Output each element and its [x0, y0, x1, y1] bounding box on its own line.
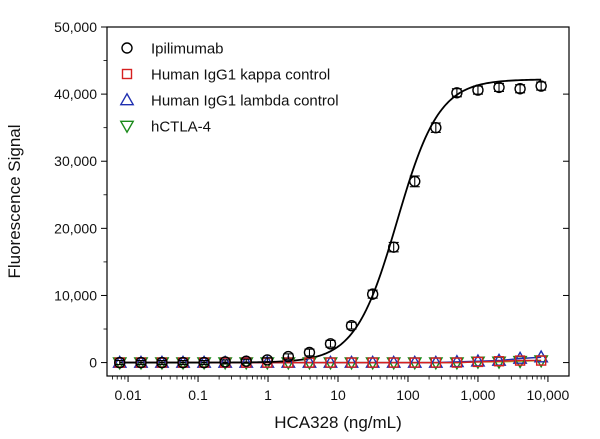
data-point-circle [409, 175, 421, 188]
legend-marker-triangle-down [119, 120, 135, 134]
x-tick-label: 100 [396, 387, 420, 403]
data-point-circle [261, 354, 274, 366]
fit-curve-0 [119, 78, 542, 364]
data-point-square [325, 357, 336, 368]
data-point-circle [198, 356, 210, 369]
x-axis: 0.01 0.1 1 10 100 1,000 10,000 [112, 376, 570, 403]
data-point-circle [535, 80, 547, 92]
data-point-circle [366, 288, 379, 300]
data-point-square [388, 357, 399, 368]
data-point-triangle-up [512, 350, 528, 364]
data-point-circle [345, 319, 358, 332]
y-tick-label: 20,000 [54, 220, 97, 236]
data-point-circle [114, 356, 126, 369]
legend-marker-triangle-up [119, 92, 135, 106]
x-tick-label: 0.1 [188, 387, 208, 403]
data-point-square [535, 355, 547, 366]
x-tick-label: 10,000 [527, 387, 570, 403]
data-point-circle [451, 87, 463, 99]
data-point-circle [493, 81, 505, 94]
y-tick-label: 50,000 [54, 19, 97, 35]
legend-marker-circle [121, 42, 133, 54]
y-axis-title: Fluorescence Signal [5, 124, 24, 278]
legend-label: Ipilimumab [151, 41, 224, 58]
data-point-circle [430, 121, 442, 134]
y-tick-label: 30,000 [54, 153, 97, 169]
legend-label: Human IgG1 kappa control [151, 67, 330, 84]
data-point-circle [240, 355, 252, 367]
plot-marks [112, 78, 549, 371]
data-point-circle [303, 346, 316, 359]
data-point-square [472, 356, 484, 368]
y-tick-label: 0 [89, 355, 97, 371]
data-point-circle [135, 356, 147, 369]
data-point-circle [177, 356, 189, 369]
legend-label: Human IgG1 lambda control [151, 93, 339, 110]
data-point-circle [324, 338, 337, 350]
data-point-circle [514, 83, 526, 95]
x-axis-title: HCA328 (ng/mL) [274, 413, 402, 432]
data-point-circle [387, 241, 400, 253]
y-tick-label: 10,000 [54, 287, 97, 303]
data-point-square [493, 356, 505, 367]
data-point-circle [219, 356, 231, 368]
data-point-square [451, 357, 463, 368]
y-axis: 0 10,000 20,000 30,000 40,000 50,000 [54, 19, 569, 371]
x-tick-label: 1 [264, 387, 272, 403]
data-point-square [409, 357, 420, 368]
data-point-circle [156, 356, 168, 369]
legend-label: hCTLA-4 [151, 119, 211, 136]
data-point-square [514, 355, 526, 366]
legend: Ipilimumab Human IgG1 kappa control Human … [119, 41, 339, 136]
data-point-square [367, 357, 378, 368]
data-point-square [346, 357, 357, 368]
x-tick-label: 10 [330, 387, 346, 403]
legend-marker-square [121, 68, 133, 80]
y-tick-label: 40,000 [54, 86, 97, 102]
data-point-circle [282, 350, 295, 363]
data-point-circle [472, 84, 484, 96]
x-tick-label: 0.01 [114, 387, 141, 403]
x-tick-label: 1,000 [460, 387, 495, 403]
data-point-square [430, 357, 442, 368]
